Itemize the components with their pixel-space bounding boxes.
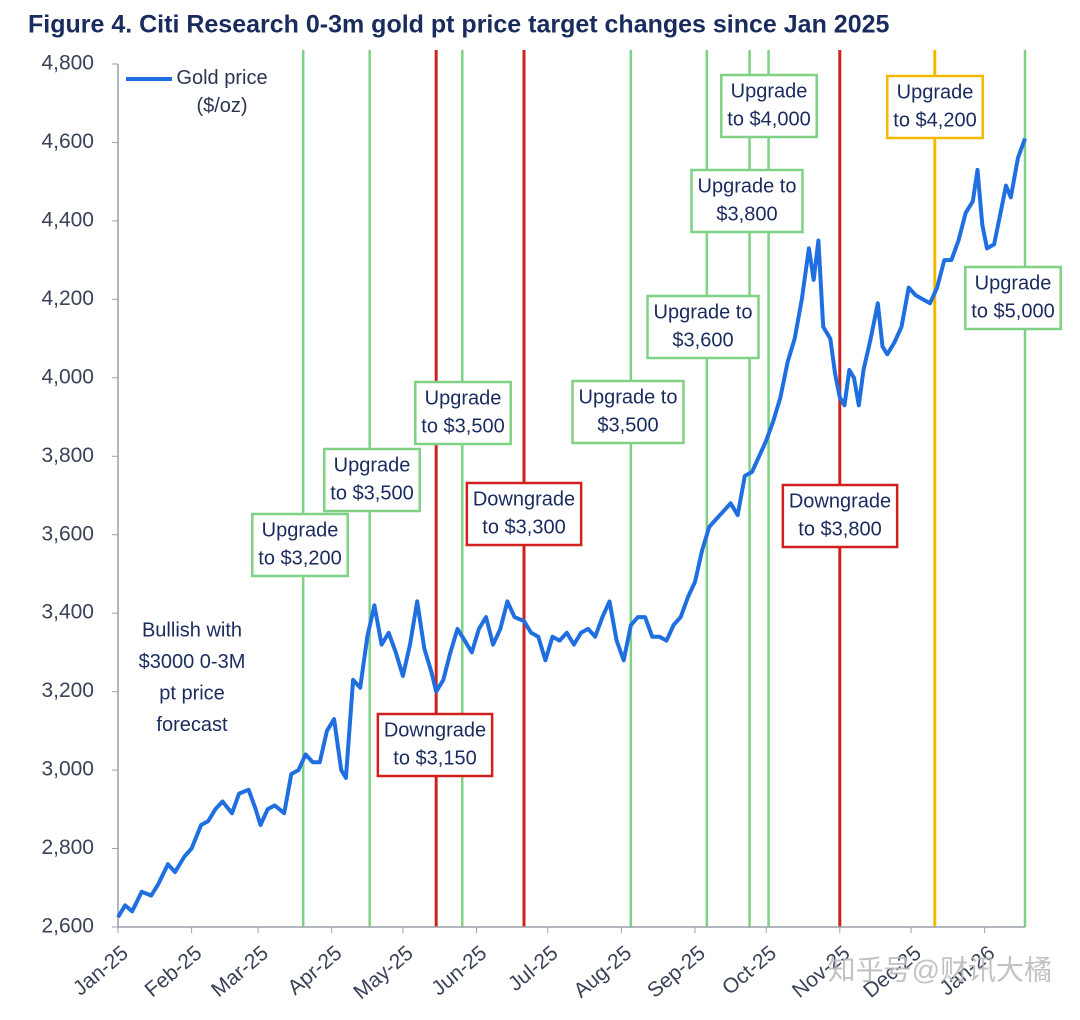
note-text: forecast (156, 714, 228, 736)
event-annotation: Downgrade to $3,300 (465, 481, 583, 547)
event-box (964, 265, 1062, 331)
x-tick-label: May-25 (349, 941, 417, 1004)
event-label: to $3,300 (482, 516, 565, 538)
x-tick-label: Jul-25 (504, 941, 563, 995)
y-tick-label: 3,000 (41, 758, 94, 781)
event-annotation: Upgrade to $3,800 (690, 168, 804, 234)
event-label: Upgrade (975, 272, 1052, 294)
event-annotation: Downgrade to $3,800 (781, 483, 899, 549)
event-label: $3,600 (672, 329, 733, 351)
x-tick-label: Oct-25 (718, 941, 781, 999)
event-box (571, 379, 685, 445)
x-tick-label: Mar-25 (207, 941, 273, 1001)
event-annotation: Upgrade to $4,200 (886, 74, 984, 140)
event-label: Upgrade (425, 387, 502, 409)
event-box (465, 481, 583, 547)
y-tick-label: 4,800 (41, 52, 94, 75)
x-tick-label: Apr-25 (283, 941, 346, 999)
event-annotation: Upgrade to $3,500 (323, 447, 421, 513)
note-text: $3000 0-3M (139, 651, 246, 673)
event-boxes: Upgrade to $3,200 Upgrade to $3,500 Downgrad… (251, 73, 1062, 778)
event-label: to $3,800 (798, 518, 881, 540)
event-label: Downgrade (789, 490, 891, 512)
event-label: Upgrade to (579, 386, 678, 408)
note-text: pt price (159, 682, 225, 704)
event-annotation: Upgrade to $3,600 (646, 294, 760, 360)
note-text: Bullish with (142, 619, 242, 641)
event-box (886, 74, 984, 140)
y-tick-label: 3,400 (41, 601, 94, 624)
event-label: to $4,000 (727, 108, 810, 130)
y-tick-label: 4,200 (41, 287, 94, 310)
event-label: to $3,150 (393, 747, 476, 769)
y-tick-label: 3,200 (41, 679, 94, 702)
event-box (251, 512, 349, 578)
x-tick-label: Feb-25 (141, 941, 207, 1001)
y-tick-label: 4,600 (41, 130, 94, 153)
y-tick-label: 4,400 (41, 208, 94, 231)
price-line (116, 137, 1027, 919)
event-label: Upgrade (334, 454, 411, 476)
event-box (376, 712, 494, 778)
event-annotation: Upgrade to $5,000 (964, 265, 1062, 331)
event-label: Upgrade to (698, 175, 797, 197)
event-box (690, 168, 804, 234)
event-label: to $3,500 (330, 482, 413, 504)
event-box (781, 483, 899, 549)
x-tick-label: Aug-25 (569, 941, 636, 1002)
event-label: to $3,500 (421, 415, 504, 437)
event-label: $3,800 (716, 203, 777, 225)
x-tick-label: Sep-25 (643, 941, 710, 1002)
y-tick-label: 4,000 (41, 365, 94, 388)
event-label: Upgrade (897, 81, 974, 103)
chart-title: Figure 4. Citi Research 0-3m gold pt pri… (28, 11, 890, 39)
y-tick-label: 2,600 (41, 915, 94, 938)
watermark: 知乎号@财讯大橘 (828, 954, 1052, 985)
event-label: Downgrade (473, 488, 575, 510)
event-box (323, 447, 421, 513)
event-annotation: Upgrade to $3,200 (251, 512, 349, 578)
event-annotation: Downgrade to $3,150 (376, 712, 494, 778)
event-label: Upgrade (262, 519, 339, 541)
x-tick-label: Jan-25 (69, 941, 133, 1000)
y-tick-label: 3,600 (41, 522, 94, 545)
event-label: Upgrade (731, 80, 808, 102)
event-label: Upgrade to (654, 301, 753, 323)
event-label: $3,500 (597, 414, 658, 436)
legend-label-box: Gold price ($/oz) (176, 67, 268, 117)
event-annotation: Upgrade to $3,500 (571, 379, 685, 445)
event-box (646, 294, 760, 360)
event-annotation: Upgrade to $4,000 (720, 73, 818, 139)
event-annotation: Upgrade to $3,500 (414, 380, 512, 446)
x-tick-label: Jun-25 (427, 941, 491, 1000)
event-label: to $4,200 (893, 109, 976, 131)
event-box (720, 73, 818, 139)
event-box (414, 380, 512, 446)
event-label: to $5,000 (971, 300, 1054, 322)
event-label: to $3,200 (258, 547, 341, 569)
event-label: Downgrade (384, 719, 486, 741)
y-tick-label: 2,800 (41, 836, 94, 859)
y-tick-label: 3,800 (41, 444, 94, 467)
legend-label: Gold price ($/oz) (176, 67, 268, 117)
